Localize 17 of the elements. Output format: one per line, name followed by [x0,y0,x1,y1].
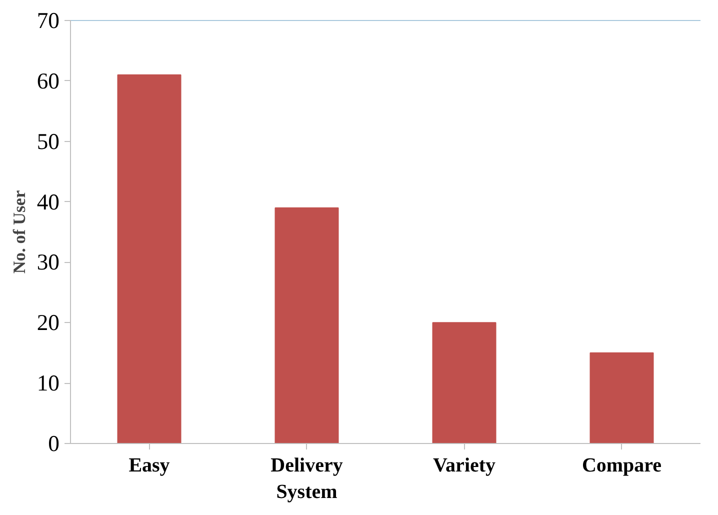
x-tick-label: Compare [582,454,662,476]
bar [590,352,654,444]
y-tick-label: 50 [36,128,60,154]
y-tick-label: 70 [36,8,60,33]
x-tick-label: Delivery System [270,454,343,503]
y-axis-title: No. of User [10,190,29,274]
y-tick-label: 30 [36,250,60,275]
y-tick-label: 20 [36,310,60,336]
y-tick-label: 40 [36,189,60,214]
x-tick-label: Easy [128,454,170,476]
bar [117,74,182,444]
y-tick-label: 60 [36,68,60,94]
x-tick-label: Variety [432,454,496,476]
bar [274,207,339,444]
y-tick-label: 10 [36,370,60,396]
bar [432,322,496,444]
y-tick-label: 0 [48,431,60,456]
